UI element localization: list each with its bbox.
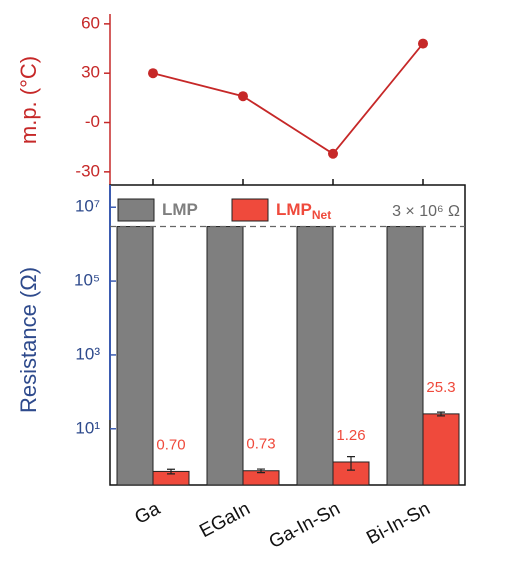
mp-point [328, 148, 338, 159]
legend-swatch [231, 198, 269, 222]
x-tick-label: EGaIn [196, 498, 253, 542]
mp-point [238, 91, 248, 102]
x-tick-label: Ga [131, 498, 164, 529]
mp-point [148, 68, 158, 79]
y-tick-label: 60 [81, 13, 100, 32]
legend-swatch [117, 198, 155, 222]
reference-label: 3 × 10⁶ Ω [392, 203, 460, 220]
legend-name: LMP [162, 200, 198, 219]
error-bar [437, 411, 445, 417]
x-tick-label: Bi-In-Sn [363, 498, 433, 549]
mp-point [418, 38, 428, 49]
legend-label: LMPNet [276, 200, 331, 222]
x-tick-label: Ga-In-Sn [266, 498, 344, 553]
bar [386, 226, 424, 486]
value-label: 0.73 [246, 436, 275, 453]
top-y-label: m.p. (°C) [16, 56, 41, 144]
bar [422, 413, 460, 486]
y-tick-label: 10³ [75, 344, 100, 363]
error-bar [257, 468, 265, 474]
legend-label: LMP [162, 200, 198, 219]
y-tick-label: 30 [81, 63, 100, 82]
y-tick-label: -0 [85, 112, 100, 131]
y-tick-label: -30 [75, 161, 100, 180]
mp-line [152, 43, 424, 155]
legend-name: LMP [276, 200, 312, 219]
value-label: 1.26 [336, 427, 365, 444]
legend-subscript: Net [312, 208, 331, 222]
bar [116, 226, 154, 486]
value-label: 25.3 [426, 379, 455, 396]
y-tick-label: 10⁷ [75, 197, 100, 216]
y-tick-label: 10¹ [75, 418, 100, 437]
bar [206, 226, 244, 486]
value-label: 0.70 [156, 436, 185, 453]
bar [296, 226, 334, 486]
error-bar [347, 456, 355, 471]
y-tick-label: 10⁵ [74, 271, 100, 290]
error-bar [167, 468, 175, 475]
bottom-y-label: Resistance (Ω) [16, 267, 41, 413]
